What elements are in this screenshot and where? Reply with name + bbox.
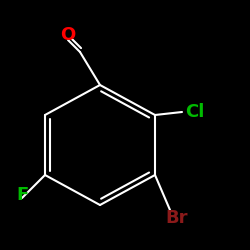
Text: Br: Br [165, 209, 188, 227]
Text: Cl: Cl [185, 103, 204, 121]
Text: F: F [16, 186, 28, 204]
Text: O: O [60, 26, 76, 44]
